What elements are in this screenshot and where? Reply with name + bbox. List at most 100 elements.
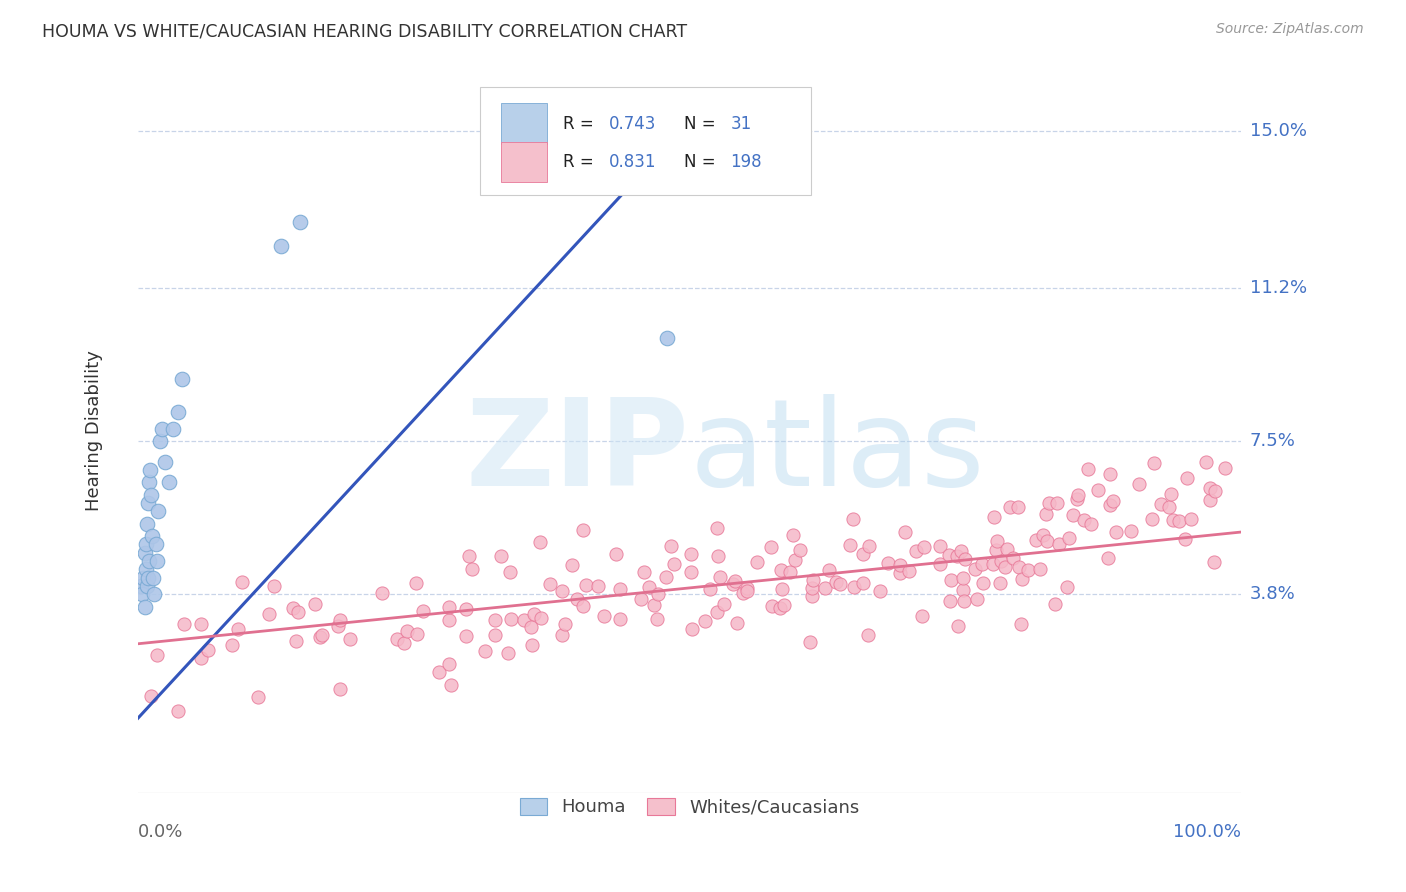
Text: R =: R = [562, 153, 599, 171]
Point [681, 623, 703, 637]
Point [440, 678, 463, 692]
Point [1087, 483, 1109, 498]
Point [799, 635, 821, 649]
Point [456, 602, 478, 616]
Point [1007, 500, 1029, 514]
Point [132, 570, 155, 584]
FancyBboxPatch shape [501, 142, 547, 182]
Point [387, 632, 409, 647]
Point [633, 565, 655, 579]
Point [247, 690, 270, 705]
Point [984, 543, 1007, 558]
Point [662, 557, 685, 571]
Point [157, 475, 180, 490]
Point [725, 616, 748, 631]
Text: 11.2%: 11.2% [1250, 279, 1306, 297]
Point [928, 557, 950, 571]
Point [928, 540, 950, 554]
Point [953, 594, 976, 608]
Point [952, 583, 974, 598]
Point [911, 609, 934, 624]
Point [131, 587, 153, 601]
Point [828, 577, 851, 591]
Point [800, 589, 823, 603]
Point [572, 523, 595, 537]
Point [659, 539, 682, 553]
Point [801, 581, 824, 595]
Point [972, 575, 994, 590]
Point [135, 516, 157, 531]
Point [1080, 517, 1102, 532]
Text: 0.743: 0.743 [609, 114, 657, 133]
Point [190, 651, 212, 665]
Point [995, 541, 1018, 556]
Point [287, 605, 309, 619]
Point [284, 634, 307, 648]
Point [889, 566, 911, 580]
Point [554, 616, 576, 631]
Point [134, 599, 156, 614]
Point [551, 628, 574, 642]
Point [699, 582, 721, 596]
Point [135, 537, 157, 551]
Point [574, 578, 596, 592]
Point [1043, 598, 1066, 612]
Point [501, 612, 523, 626]
Point [818, 563, 841, 577]
Text: ZIP: ZIP [465, 394, 689, 511]
Point [938, 548, 960, 562]
Point [949, 543, 972, 558]
Point [735, 581, 758, 595]
Point [129, 579, 152, 593]
Text: 7.5%: 7.5% [1250, 432, 1295, 450]
Point [630, 591, 652, 606]
Point [1002, 551, 1025, 566]
Point [1077, 461, 1099, 475]
Point [990, 554, 1012, 568]
Point [721, 576, 744, 591]
Point [135, 562, 157, 576]
Point [592, 609, 614, 624]
Point [724, 574, 747, 589]
Point [1025, 533, 1047, 547]
Point [770, 582, 793, 597]
Point [1010, 616, 1032, 631]
Point [1180, 511, 1202, 525]
Point [893, 525, 915, 540]
Point [474, 644, 496, 658]
Point [135, 579, 157, 593]
Text: 3.8%: 3.8% [1250, 585, 1295, 603]
Point [1175, 471, 1198, 485]
Point [1029, 561, 1052, 575]
Point [145, 554, 167, 568]
Point [1102, 494, 1125, 508]
Point [496, 646, 519, 660]
Point [406, 627, 429, 641]
Point [150, 421, 173, 435]
Point [149, 434, 172, 448]
Point [813, 581, 835, 595]
Point [638, 580, 661, 594]
Point [825, 574, 848, 589]
Point [877, 556, 900, 570]
Point [499, 565, 522, 579]
Point [1099, 498, 1122, 512]
Point [852, 547, 875, 561]
Point [1035, 507, 1057, 521]
Point [852, 575, 875, 590]
Point [257, 607, 280, 622]
Text: 15.0%: 15.0% [1250, 121, 1306, 140]
Point [405, 576, 427, 591]
Point [427, 665, 450, 679]
Point [170, 372, 193, 386]
Point [759, 540, 782, 554]
Point [605, 548, 627, 562]
Point [731, 586, 754, 600]
Point [946, 619, 969, 633]
Point [231, 574, 253, 589]
Point [779, 566, 801, 580]
Point [1143, 456, 1166, 470]
Point [782, 528, 804, 542]
Point [912, 541, 935, 555]
Point [281, 601, 304, 615]
